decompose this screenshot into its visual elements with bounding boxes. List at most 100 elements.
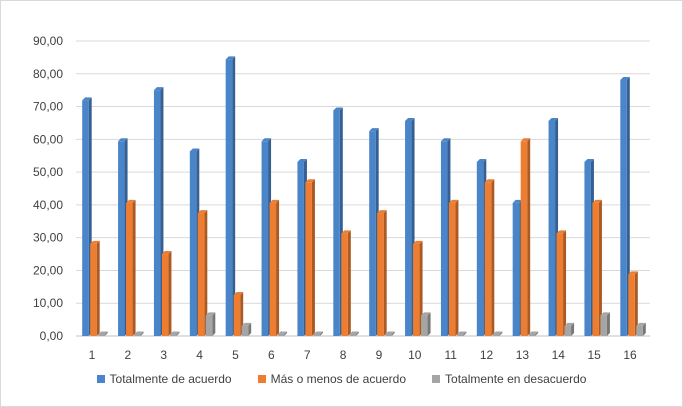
- bar: [584, 161, 591, 336]
- bar: [205, 315, 213, 336]
- bar: [261, 141, 269, 336]
- bar: [520, 141, 528, 336]
- bar-top: [564, 322, 575, 326]
- y-tick-label: 90,00: [33, 34, 63, 48]
- y-tick-label: 10,00: [33, 296, 63, 310]
- bar-top: [476, 158, 487, 162]
- bar: [413, 243, 420, 336]
- y-tick-label: 40,00: [33, 198, 63, 212]
- bar-top: [600, 312, 610, 316]
- bar: [620, 80, 627, 336]
- bar-side: [563, 230, 567, 336]
- bar: [369, 131, 376, 336]
- bar-top: [592, 199, 602, 203]
- bar: [492, 334, 500, 336]
- bar: [126, 202, 133, 336]
- x-tick-label: 7: [304, 348, 311, 362]
- bar-side: [276, 199, 280, 336]
- bar: [161, 254, 169, 336]
- x-tick-label: 9: [376, 348, 383, 362]
- bar-top: [90, 240, 100, 244]
- bar-top: [440, 138, 451, 142]
- bar-side: [383, 210, 387, 336]
- bar-side: [634, 271, 638, 336]
- bar-side: [204, 210, 208, 336]
- bar-top: [484, 179, 495, 183]
- bar-side: [419, 240, 423, 336]
- bar-side: [240, 292, 244, 336]
- bar-side: [499, 331, 503, 336]
- bar: [385, 334, 392, 336]
- y-tick-label: 50,00: [33, 165, 63, 179]
- bar-top: [233, 292, 244, 296]
- bar-top: [548, 117, 559, 121]
- bar: [448, 202, 456, 336]
- legend-swatch-series-1: [96, 375, 105, 383]
- bar-side: [463, 331, 467, 336]
- legend: Totalmente de acuerdo Más o menos de acu…: [0, 372, 683, 386]
- bar-top: [528, 331, 539, 335]
- x-tick-label: 2: [124, 348, 131, 362]
- x-tick-label: 16: [623, 348, 637, 362]
- legend-label-series-3: Totalmente en desacuerdo: [445, 372, 587, 386]
- bar-side: [598, 199, 602, 336]
- y-tick-label: 60,00: [33, 132, 63, 146]
- bar-top: [385, 331, 395, 335]
- bar-side: [571, 322, 575, 336]
- bar-top: [369, 128, 379, 132]
- x-tick-label: 14: [552, 348, 566, 362]
- legend-swatch-series-3: [432, 375, 441, 383]
- bar: [592, 202, 599, 336]
- bar-top: [153, 87, 164, 91]
- bar-side: [527, 138, 531, 336]
- bar-side: [347, 230, 351, 336]
- bar: [241, 325, 249, 336]
- bar: [98, 334, 105, 336]
- bar-side: [212, 312, 216, 336]
- bar: [277, 334, 285, 336]
- bar: [197, 213, 205, 336]
- bar-side: [248, 322, 252, 336]
- bar: [628, 274, 635, 336]
- bar-top: [118, 138, 128, 142]
- x-tick-label: 1: [89, 348, 96, 362]
- x-tick-label: 3: [160, 348, 167, 362]
- x-tick-label: 8: [340, 348, 347, 362]
- bar: [377, 213, 384, 336]
- bar: [456, 334, 464, 336]
- legend-swatch-series-2: [257, 375, 266, 383]
- x-tick-label: 6: [268, 348, 275, 362]
- bar: [153, 90, 161, 337]
- bar-top: [241, 322, 252, 326]
- bar-top: [161, 251, 172, 255]
- bar: [484, 182, 492, 336]
- bar-top: [225, 56, 236, 60]
- bar: [528, 334, 536, 336]
- bar: [169, 334, 177, 336]
- bar: [440, 141, 448, 336]
- bar-side: [606, 312, 610, 336]
- bar-top: [169, 331, 180, 335]
- bar: [512, 202, 520, 336]
- bar: [333, 110, 340, 336]
- legend-item-series-1: Totalmente de acuerdo: [96, 372, 232, 386]
- bar-side: [132, 199, 136, 336]
- legend-item-series-3: Totalmente en desacuerdo: [432, 372, 586, 386]
- bar-side: [355, 331, 359, 336]
- bar-top: [636, 322, 646, 326]
- bar-side: [232, 56, 236, 336]
- bar: [564, 325, 572, 336]
- bar-side: [96, 240, 100, 336]
- bar-top: [448, 199, 459, 203]
- bar-top: [313, 331, 323, 335]
- bar: [90, 243, 97, 336]
- bar: [118, 141, 125, 336]
- x-tick-label: 11: [444, 348, 457, 362]
- bar-top: [197, 210, 208, 214]
- bar-top: [405, 117, 415, 121]
- bar: [405, 120, 412, 336]
- bar-top: [620, 77, 630, 81]
- x-tick-label: 13: [516, 348, 530, 362]
- legend-label-series-1: Totalmente de acuerdo: [109, 372, 232, 386]
